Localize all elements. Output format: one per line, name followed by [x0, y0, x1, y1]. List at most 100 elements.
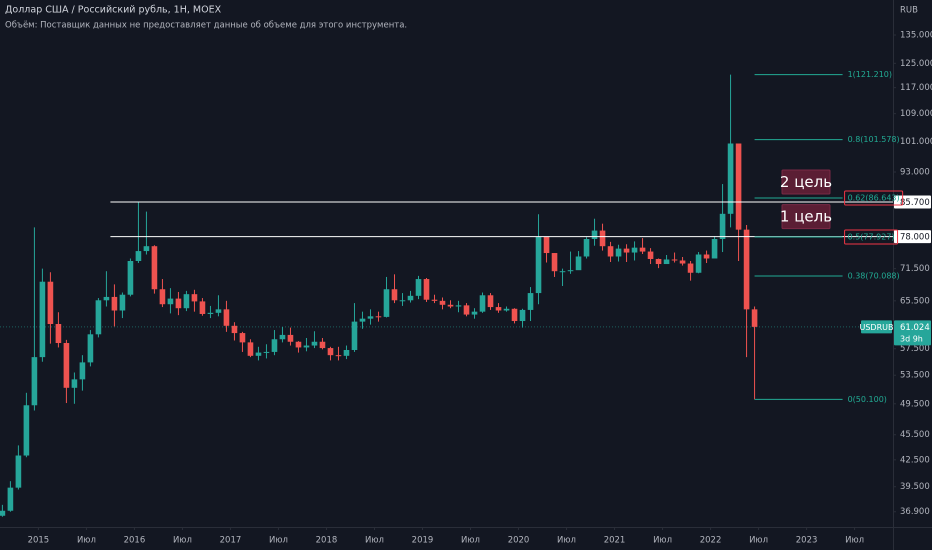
y-tick-label: 53.500	[900, 371, 930, 381]
candle-body	[207, 312, 214, 314]
candle-body	[239, 333, 246, 343]
candle-body	[159, 289, 166, 305]
candle-body	[191, 294, 198, 302]
candle-body	[119, 294, 126, 311]
target-box	[781, 204, 831, 230]
candle-body	[679, 260, 686, 264]
fib-label: 0(50.100)	[848, 395, 887, 404]
y-tick-label: 45.500	[900, 430, 930, 440]
x-tick-label: Июл	[173, 536, 192, 546]
y-tick-label: 109.000	[900, 109, 932, 119]
chart-subtitle: Объём: Поставщик данных не предоставляет…	[5, 21, 407, 31]
candle-body	[135, 251, 142, 261]
candle-body	[511, 308, 518, 322]
candle-body	[519, 309, 526, 322]
candle-body	[631, 247, 638, 253]
candle-body	[0, 510, 6, 516]
candle-body	[591, 230, 598, 240]
candle-body	[335, 355, 342, 357]
target-label: 1 цель	[780, 208, 832, 226]
candle-body	[31, 357, 38, 406]
x-tick-label: Июл	[461, 536, 480, 546]
candle-body	[711, 239, 718, 259]
candle-body	[359, 318, 366, 322]
candle-body	[495, 307, 502, 311]
x-tick-label: Июл	[77, 536, 96, 546]
candle-body	[47, 281, 54, 325]
hline-price-box	[894, 195, 931, 209]
candle-body	[431, 299, 438, 301]
candle-body	[223, 309, 230, 326]
candle-body	[247, 342, 254, 356]
countdown-label: 3d 9h	[900, 334, 923, 343]
x-tick-label: Июл	[653, 536, 672, 546]
candle-body	[111, 296, 118, 311]
chart-title: Доллар США / Российский рубль, 1H, MOEX	[5, 5, 222, 16]
y-tick-label: 135.000	[900, 31, 932, 41]
candle-body	[287, 334, 294, 342]
y-tick-label: 125.000	[900, 59, 932, 69]
candle-body	[407, 295, 414, 301]
candle-body	[623, 248, 630, 253]
x-tick-label: Июл	[749, 536, 768, 546]
y-tick-label: 71.500	[900, 264, 930, 274]
x-tick-label: Июл	[557, 536, 576, 546]
candle-body	[343, 349, 350, 356]
candle-body	[671, 259, 678, 261]
y-tick-label: 65.500	[900, 296, 930, 306]
hline-price-label: 78.000	[900, 233, 930, 243]
candle-body	[615, 248, 622, 257]
x-tick-label: 2023	[796, 536, 818, 546]
candle-body	[463, 305, 470, 315]
fib-label: 0.8(101.578)	[848, 135, 900, 144]
last-price-label: 61.024	[900, 323, 930, 333]
candle-body	[655, 258, 662, 265]
candle-body	[55, 324, 62, 344]
hline-price-label: 85.700	[900, 198, 930, 208]
candle-body	[423, 279, 430, 300]
candle-body	[719, 213, 726, 240]
x-tick-label: 2016	[124, 536, 146, 546]
candle-body	[455, 305, 462, 307]
fib-highlight	[844, 190, 904, 206]
x-tick-label: 2019	[412, 536, 434, 546]
candle-body	[87, 334, 94, 363]
candle-body	[263, 351, 270, 353]
candle-body	[183, 294, 190, 309]
fib-highlight	[844, 229, 899, 245]
candle-body	[303, 345, 310, 348]
candle-body	[319, 341, 326, 349]
candle-body	[199, 301, 206, 314]
candle-body	[311, 341, 318, 346]
hline-price-box	[894, 230, 931, 244]
candle-body	[167, 298, 174, 305]
candle-body	[647, 251, 654, 259]
candle-body	[583, 239, 590, 257]
y-tick-label: 117.000	[900, 83, 932, 93]
candle-body	[599, 230, 606, 247]
candle-body	[575, 256, 582, 271]
x-tick-label: 2021	[604, 536, 626, 546]
candle-body	[375, 316, 382, 318]
candle-body	[279, 334, 286, 340]
candle-body	[439, 300, 446, 305]
candle-body	[271, 339, 278, 352]
candle-body	[79, 362, 86, 380]
candle-body	[503, 308, 510, 311]
y-tick-label: 42.500	[900, 455, 930, 465]
y-tick-label: 36.900	[900, 507, 930, 517]
candle-body	[7, 487, 14, 511]
candle-body	[447, 304, 454, 307]
candle-body	[535, 236, 542, 294]
candle-body	[39, 281, 46, 358]
candle-body	[567, 270, 574, 272]
candle-body	[527, 293, 534, 310]
x-tick-label: Июл	[365, 536, 384, 546]
symbol-tag	[861, 320, 892, 334]
y-tick-label: 93.000	[900, 168, 930, 178]
y-tick-label: 39.500	[900, 482, 930, 492]
candle-body	[255, 352, 262, 356]
candle-body	[143, 246, 150, 252]
candle-body	[735, 143, 742, 230]
